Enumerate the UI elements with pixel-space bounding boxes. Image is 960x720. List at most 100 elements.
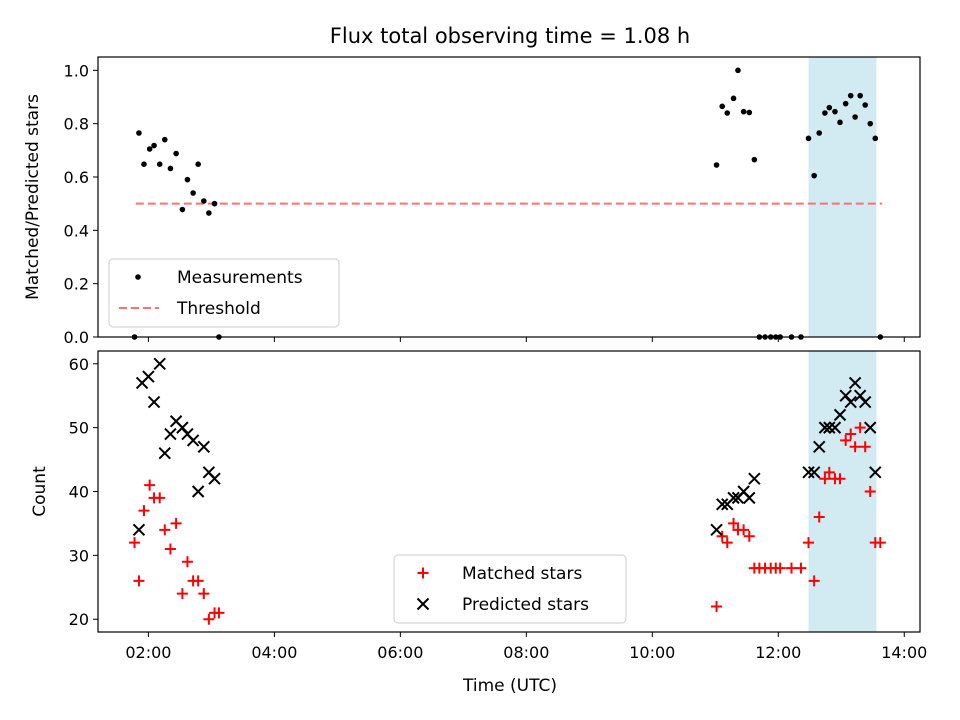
data-point xyxy=(164,543,176,555)
data-point xyxy=(710,523,723,537)
legend-marker-plus xyxy=(417,567,429,579)
data-point xyxy=(198,588,210,600)
x-tick-label: 08:00 xyxy=(503,643,549,662)
data-point xyxy=(786,562,798,574)
highlight-span xyxy=(808,57,877,337)
data-point xyxy=(834,473,846,485)
y-axis-label: Count xyxy=(30,466,50,517)
y-tick-label: 1.0 xyxy=(64,61,89,80)
ratio-panel: 0.0 0.2 0.4 0.6 0.8 1.0 Matched/Predicted star… xyxy=(23,56,921,347)
y-tick-label: 50 xyxy=(69,419,89,438)
data-point xyxy=(811,172,817,179)
data-point xyxy=(211,200,218,207)
data-point xyxy=(848,376,862,390)
data-point xyxy=(206,210,212,216)
data-point xyxy=(203,613,215,625)
data-point xyxy=(816,130,823,136)
y-tick-label: 30 xyxy=(69,546,89,565)
legend-marker-x xyxy=(416,597,430,611)
data-point xyxy=(716,498,729,511)
data-point xyxy=(833,408,847,422)
data-point xyxy=(144,479,156,491)
data-point xyxy=(197,440,211,454)
data-point xyxy=(842,100,849,107)
data-point xyxy=(173,150,179,157)
legend-label: Threshold xyxy=(176,299,261,319)
data-point xyxy=(869,466,882,479)
data-point xyxy=(852,114,858,120)
data-point xyxy=(751,156,758,163)
data-point xyxy=(740,108,747,115)
data-point xyxy=(154,492,166,504)
y-tick-label: 0.0 xyxy=(64,328,89,347)
data-point xyxy=(845,428,857,440)
y-tick-label: 20 xyxy=(69,610,89,629)
data-point xyxy=(153,357,166,370)
y-axis-label: Matched/Predicted stars xyxy=(23,94,43,300)
y-tick-label: 40 xyxy=(69,483,89,502)
data-point xyxy=(724,110,731,116)
data-point xyxy=(813,440,826,454)
series-predicted-stars xyxy=(132,357,882,537)
data-point xyxy=(803,537,815,549)
data-point xyxy=(138,505,150,517)
data-point xyxy=(823,466,835,478)
data-point xyxy=(208,472,221,485)
data-point xyxy=(746,109,753,116)
x-axis-label: Time (UTC) xyxy=(462,676,557,696)
y-tick-label: 0.6 xyxy=(64,168,89,187)
data-point xyxy=(721,537,733,549)
legend-frame xyxy=(393,554,627,624)
data-point xyxy=(184,176,191,183)
legend-marker-dot xyxy=(135,274,141,280)
legend-label: Matched stars xyxy=(462,564,582,584)
data-point xyxy=(719,103,726,110)
data-point xyxy=(713,162,720,168)
x-tick-label: 06:00 xyxy=(377,643,423,662)
data-point xyxy=(774,562,786,574)
data-point xyxy=(862,102,868,108)
data-point xyxy=(727,491,740,505)
chart-title: Flux total observing time = 1.08 h xyxy=(330,24,690,48)
data-point xyxy=(191,485,205,498)
data-point xyxy=(170,517,182,529)
data-point xyxy=(826,104,833,111)
data-point xyxy=(711,600,723,612)
data-point xyxy=(181,556,193,568)
data-point xyxy=(823,421,836,434)
data-point xyxy=(136,130,142,136)
legend-label: Predicted stars xyxy=(462,595,589,615)
data-point xyxy=(738,524,750,536)
data-point xyxy=(728,517,740,529)
y-tick-label: 0.2 xyxy=(64,275,89,294)
data-point xyxy=(213,607,225,619)
data-point xyxy=(819,473,831,485)
data-point xyxy=(844,395,857,409)
data-point xyxy=(179,206,186,213)
data-point xyxy=(872,135,879,142)
x-tick-label: 02:00 xyxy=(125,643,171,662)
x-tick-label: 12:00 xyxy=(755,643,801,662)
data-point xyxy=(132,523,146,537)
plot-frame xyxy=(97,56,921,338)
data-point xyxy=(874,537,886,549)
data-point xyxy=(847,92,854,99)
legend: Matched stars Predicted stars xyxy=(393,554,627,624)
data-point xyxy=(828,421,842,434)
legend: Measurements Threshold xyxy=(108,258,340,328)
data-point xyxy=(805,135,812,142)
x-tick-label: 14:00 xyxy=(881,643,927,662)
data-point xyxy=(818,421,832,434)
data-point xyxy=(192,575,204,587)
data-point xyxy=(849,441,861,453)
data-point xyxy=(716,530,728,542)
data-point xyxy=(735,67,741,74)
data-point xyxy=(186,434,200,447)
x-tick-label: 10:00 xyxy=(629,643,675,662)
data-point xyxy=(795,562,807,574)
data-point xyxy=(151,142,157,149)
data-point xyxy=(176,588,188,600)
data-point xyxy=(837,119,843,126)
data-point xyxy=(141,161,147,167)
data-point xyxy=(802,466,815,479)
